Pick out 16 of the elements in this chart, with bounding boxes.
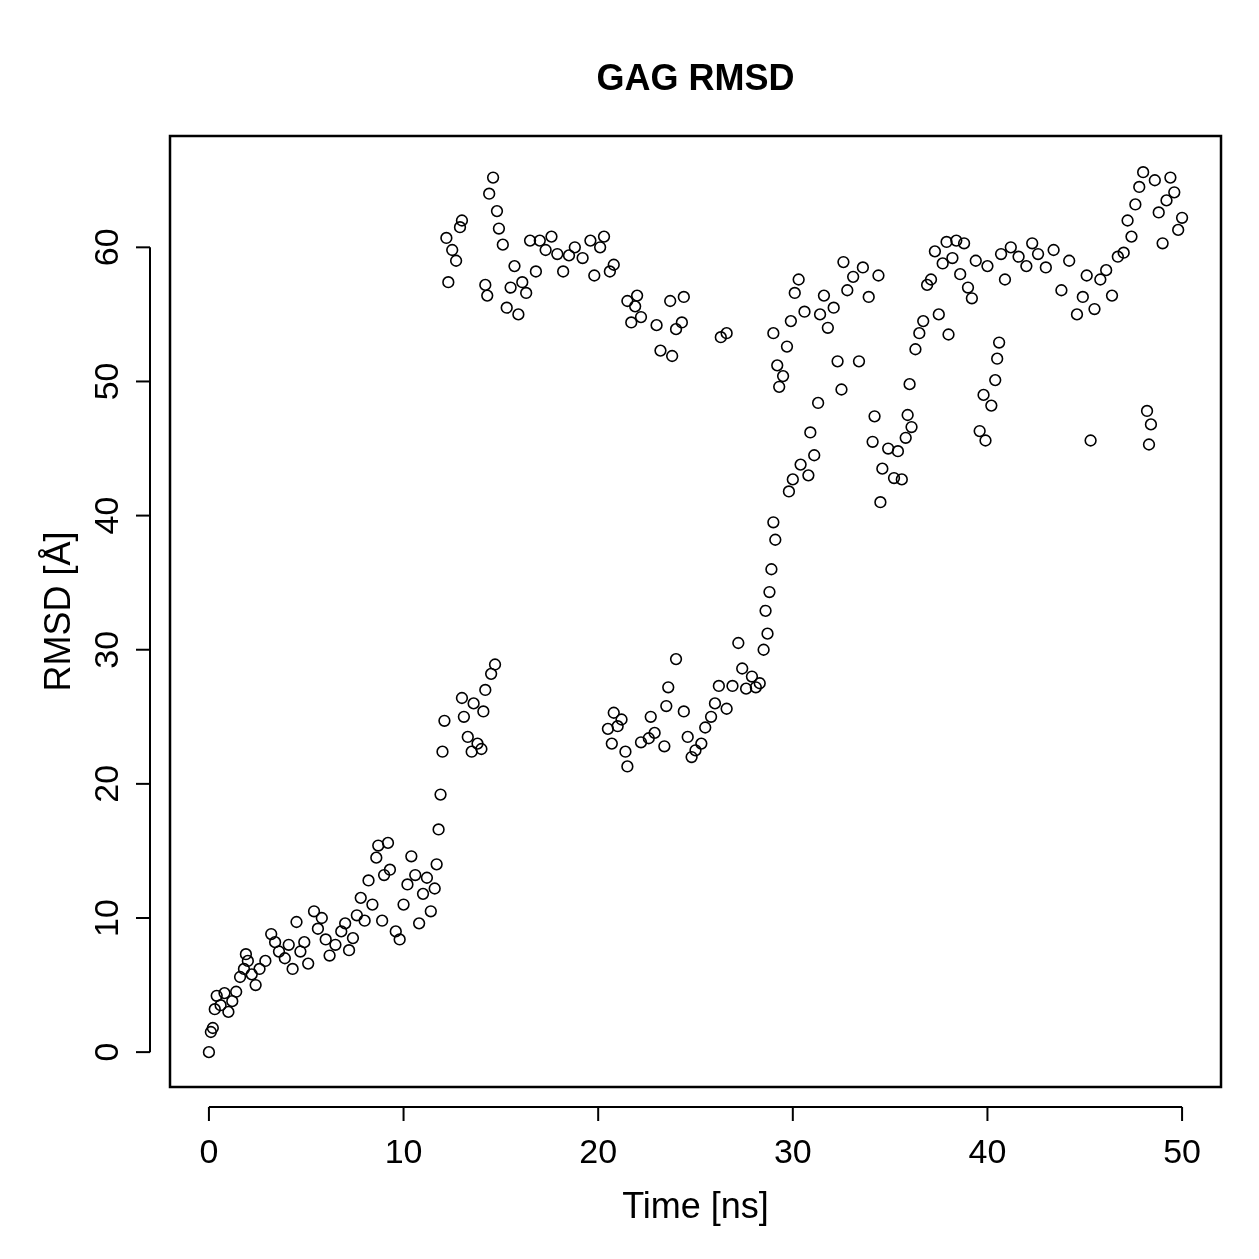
y-tick-label: 50: [87, 362, 125, 401]
x-tick-label: 40: [968, 1132, 1007, 1170]
y-tick-label: 60: [87, 228, 125, 267]
y-tick-label: 40: [87, 496, 125, 535]
chart-title: GAG RMSD: [596, 57, 795, 98]
x-tick-label: 30: [773, 1132, 812, 1170]
x-tick-label: 10: [384, 1132, 423, 1170]
x-tick-label: 20: [579, 1132, 618, 1170]
y-tick-label: 10: [87, 899, 125, 937]
y-tick-label: 30: [87, 630, 125, 669]
y-axis-title: RMSD [Å]: [37, 531, 78, 692]
y-tick-label: 20: [87, 764, 125, 803]
y-tick-label: 0: [87, 1042, 125, 1062]
x-tick-label: 50: [1163, 1132, 1201, 1170]
x-axis-title: Time [ns]: [622, 1185, 769, 1226]
x-tick-label: 0: [199, 1132, 219, 1170]
